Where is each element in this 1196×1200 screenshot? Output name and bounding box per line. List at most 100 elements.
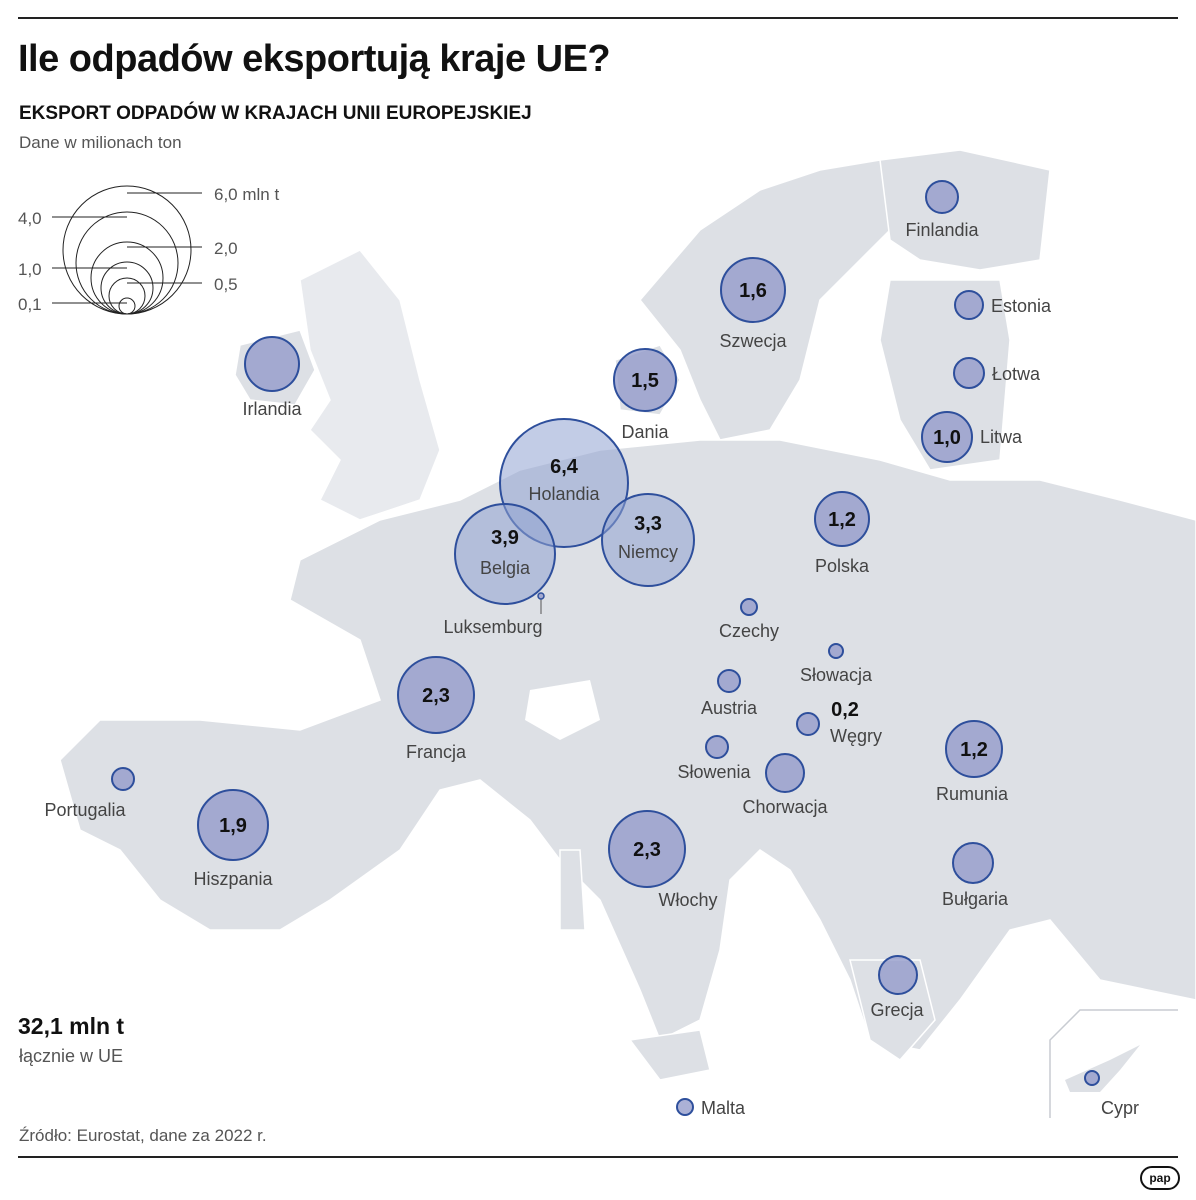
- label-slowacja: Słowacja: [800, 665, 873, 685]
- country-belgia: 3,9 Belgia: [454, 503, 556, 605]
- bubble-bulgaria: [952, 842, 994, 884]
- label-czechy: Czechy: [719, 621, 779, 641]
- country-polska: 1,2 Polska: [814, 491, 870, 576]
- legend-label-1: 1,0: [18, 260, 42, 279]
- label-rumunia: Rumunia: [936, 784, 1009, 804]
- value-belgia: 3,9: [491, 527, 519, 549]
- country-slowenia: Słowenia: [677, 735, 752, 782]
- country-czechy: Czechy: [719, 598, 779, 641]
- value-hiszpania: 1,9: [219, 815, 247, 837]
- value-litwa: 1,0: [933, 427, 961, 449]
- bubble-finlandia: [925, 180, 959, 214]
- country-wlochy: 2,3 Włochy: [608, 810, 718, 910]
- country-szwecja: 1,6 Szwecja: [719, 257, 787, 351]
- bubble-irlandia: [244, 336, 300, 392]
- country-bubbles: 6,4Holandia3,9Belgia3,3Niemcy2,3Francja2…: [44, 180, 1139, 1118]
- country-niemcy: 3,3 Niemcy: [601, 493, 695, 587]
- label-slowenia: Słowenia: [677, 762, 751, 782]
- cyprus-inset: [1049, 1009, 1178, 1118]
- country-hiszpania: 1,9 Hiszpania: [193, 789, 274, 889]
- unit-note: Dane w milionach ton: [19, 133, 182, 152]
- country-dania: 1,5 Dania: [613, 348, 677, 442]
- bubble-slowenia: [705, 735, 729, 759]
- size-legend: [52, 185, 202, 315]
- bubble-chorwacja: [765, 753, 805, 793]
- country-cypr: Cypr: [1084, 1070, 1139, 1118]
- bubble-belgia: [454, 503, 556, 605]
- country-irlandia: Irlandia: [242, 336, 303, 419]
- label-szwecja: Szwecja: [719, 331, 787, 351]
- value-polska: 1,2: [828, 509, 856, 531]
- country-litwa: 1,0 Litwa: [921, 411, 1023, 463]
- label-litwa: Litwa: [980, 427, 1023, 447]
- bubble-niemcy: [601, 493, 695, 587]
- label-cypr: Cypr: [1101, 1098, 1139, 1118]
- label-estonia: Estonia: [991, 296, 1052, 316]
- country-grecja: Grecja: [870, 955, 924, 1020]
- legend-label-6: 6,0 mln t: [214, 185, 279, 204]
- bubble-luksemburg: [537, 592, 545, 600]
- bubble-grecja: [878, 955, 918, 995]
- label-chorwacja: Chorwacja: [742, 797, 828, 817]
- label-portugalia: Portugalia: [44, 800, 126, 820]
- country-wegry: 0,2 Węgry: [796, 699, 882, 746]
- total-label: łącznie w UE: [19, 1046, 124, 1066]
- top-rule: [18, 17, 1178, 19]
- legend-label-4: 4,0: [18, 209, 42, 228]
- sea-shapes: [525, 680, 600, 740]
- label-dania: Dania: [621, 422, 669, 442]
- country-chorwacja: Chorwacja: [742, 753, 829, 817]
- country-estonia: Estonia: [954, 290, 1052, 320]
- bubble-lotwa: [953, 357, 985, 389]
- bubble-austria: [717, 669, 741, 693]
- bubble-litwa: [921, 411, 973, 463]
- pap-logo: pap: [1140, 1166, 1180, 1190]
- label-wegry: Węgry: [830, 726, 882, 746]
- chart-subtitle: EKSPORT ODPADÓW W KRAJACH UNII EUROPEJSK…: [19, 103, 532, 124]
- bubble-malta: [676, 1098, 694, 1116]
- bubble-rumunia: [945, 720, 1003, 778]
- legend-label-01: 0,1: [18, 295, 42, 314]
- bubble-czechy: [740, 598, 758, 616]
- total-value: 32,1 mln t: [18, 1013, 125, 1039]
- bubble-polska: [814, 491, 870, 547]
- bubble-wlochy: [608, 810, 686, 888]
- country-luksemburg: Luksemburg: [443, 592, 545, 637]
- value-niemcy: 3,3: [634, 513, 662, 535]
- label-finlandia: Finlandia: [905, 220, 979, 240]
- bubble-szwecja: [720, 257, 786, 323]
- value-wlochy: 2,3: [633, 839, 661, 861]
- label-austria: Austria: [701, 698, 758, 718]
- value-holandia: 6,4: [550, 456, 579, 478]
- value-dania: 1,5: [631, 370, 659, 392]
- country-finlandia: Finlandia: [905, 180, 980, 240]
- country-rumunia: 1,2 Rumunia: [936, 720, 1009, 804]
- value-rumunia: 1,2: [960, 739, 988, 761]
- legend-label-2: 2,0: [214, 239, 238, 258]
- bubble-slowacja: [828, 643, 844, 659]
- bubble-hiszpania: [197, 789, 269, 861]
- label-grecja: Grecja: [870, 1000, 924, 1020]
- bubble-dania: [613, 348, 677, 412]
- value-szwecja: 1,6: [739, 280, 767, 302]
- land-shapes: [59, 149, 1196, 1081]
- country-slowacja: Słowacja: [800, 643, 873, 685]
- label-holandia: Holandia: [528, 484, 600, 504]
- country-malta: Malta: [676, 1098, 746, 1118]
- label-luksemburg: Luksemburg: [443, 617, 542, 637]
- label-malta: Malta: [701, 1098, 746, 1118]
- label-francja: Francja: [406, 742, 467, 762]
- label-wlochy: Włochy: [658, 890, 717, 910]
- country-lotwa: Łotwa: [953, 357, 1041, 389]
- country-portugalia: Portugalia: [44, 767, 135, 820]
- label-polska: Polska: [815, 556, 870, 576]
- bubble-francja: [397, 656, 475, 734]
- legend-label-05: 0,5: [214, 275, 238, 294]
- bubble-cypr: [1084, 1070, 1100, 1086]
- country-austria: Austria: [701, 669, 758, 718]
- bottom-rule: [18, 1156, 1178, 1158]
- country-francja: 2,3 Francja: [397, 656, 475, 762]
- source-note: Źródło: Eurostat, dane za 2022 r.: [19, 1126, 267, 1145]
- bubble-portugalia: [111, 767, 135, 791]
